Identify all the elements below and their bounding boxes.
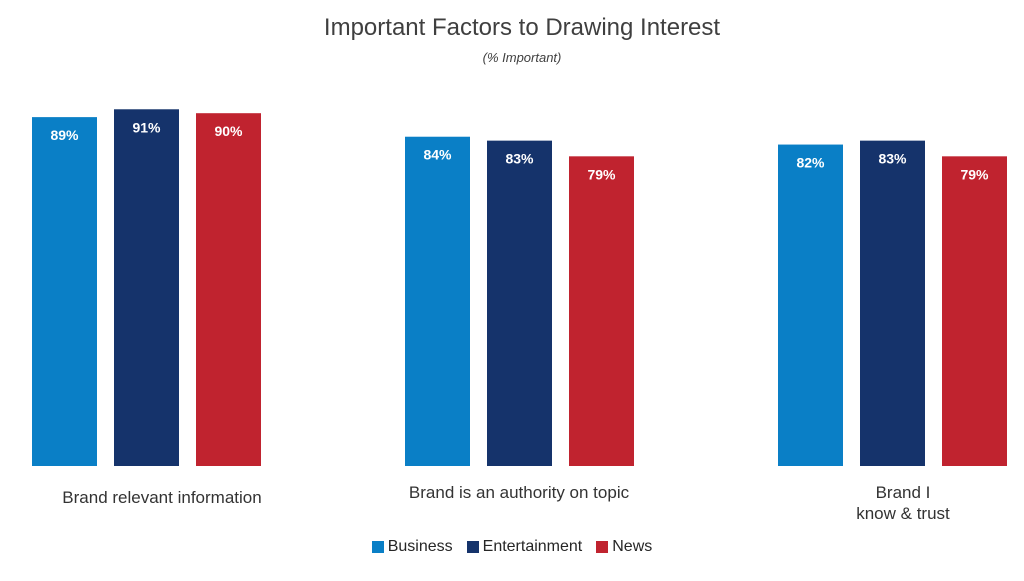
category-label-2: Brand I know & trust [856,483,950,523]
bar-news-0 [196,113,261,466]
data-label-news-0: 90% [214,123,243,139]
data-label-entertainment-1: 83% [505,151,534,167]
legend: Business Entertainment News [0,538,1024,556]
bar-entertainment-2 [860,140,925,466]
chart-subtitle: (% Important) [482,50,562,65]
legend-item-business: Business [371,538,453,556]
bar-business-2 [778,144,843,466]
category-label-1: Brand is an authority on topic [408,483,630,502]
legend-label: News [612,538,653,555]
data-label-news-1: 79% [587,166,616,182]
bar-entertainment-0 [114,109,179,466]
legend-label: Business [387,538,453,555]
data-label-entertainment-0: 91% [132,119,161,135]
data-label-business-2: 82% [796,155,825,171]
legend-swatch [596,541,609,553]
bar-news-2 [942,156,1007,466]
legend-swatch [371,541,384,553]
bar-news-1 [569,156,634,466]
data-label-news-2: 79% [960,166,989,182]
legend-label: Entertainment [482,538,583,555]
bar-entertainment-1 [487,140,552,466]
legend-swatch [466,541,479,553]
bar-business-1 [405,136,470,466]
bar-business-0 [32,117,97,467]
legend-item-news: News [596,538,652,556]
data-label-business-1: 84% [423,147,452,163]
data-label-business-0: 89% [50,127,79,143]
data-label-entertainment-2: 83% [878,151,907,167]
chart-title: Important Factors to Drawing Interest [323,14,721,41]
category-label-0: Brand relevant information [62,488,262,507]
legend-item-entertainment: Entertainment [466,538,583,556]
